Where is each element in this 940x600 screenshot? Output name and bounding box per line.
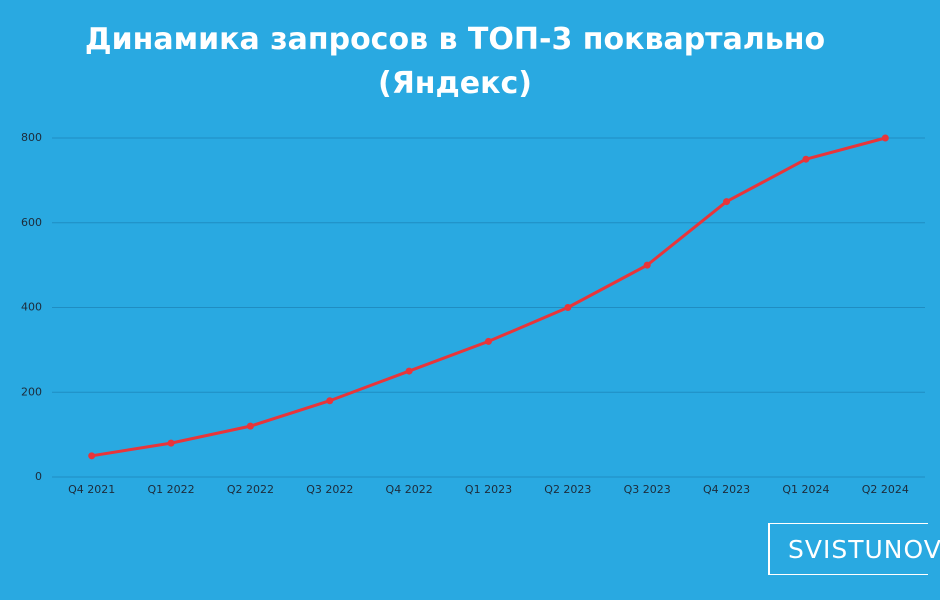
y-tick-label: 200 <box>21 385 42 398</box>
x-tick-label: Q3 2022 <box>306 483 353 496</box>
y-tick-label: 0 <box>35 470 42 483</box>
point <box>643 261 651 269</box>
x-tick-label: Q2 2023 <box>544 483 591 496</box>
point <box>802 155 810 163</box>
point <box>326 397 334 405</box>
point <box>167 439 175 447</box>
x-tick-label: Q4 2021 <box>68 483 115 496</box>
x-tick-label: Q1 2022 <box>147 483 194 496</box>
point <box>881 134 889 142</box>
chart-title: Динамика запросов в ТОП-3 поквартально (… <box>84 22 826 101</box>
line <box>91 136 886 458</box>
point <box>246 422 254 430</box>
y-tick-label: 600 <box>21 216 42 229</box>
point <box>723 198 731 206</box>
x-tick-label: Q2 2024 <box>862 483 909 496</box>
x-tick-label: Q4 2023 <box>703 483 750 496</box>
x-tick-label: Q1 2024 <box>782 483 829 496</box>
y-tick-label: 400 <box>21 301 42 314</box>
point <box>485 337 492 345</box>
x-tick-label: Q2 2022 <box>227 483 274 496</box>
x-tick-label: Q4 2022 <box>386 483 433 496</box>
x-tick-label: Q1 2023 <box>465 483 512 496</box>
logo: SVISTUNOV <box>768 523 940 575</box>
point <box>405 367 413 375</box>
point <box>564 304 572 311</box>
x-tick-label: Q3 2023 <box>624 483 671 496</box>
y-tick-label: 800 <box>21 131 42 144</box>
point <box>88 452 96 460</box>
